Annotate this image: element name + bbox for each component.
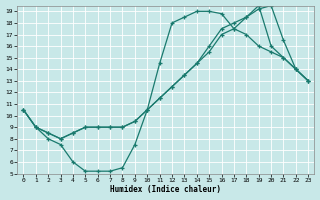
X-axis label: Humidex (Indice chaleur): Humidex (Indice chaleur) xyxy=(110,185,221,194)
